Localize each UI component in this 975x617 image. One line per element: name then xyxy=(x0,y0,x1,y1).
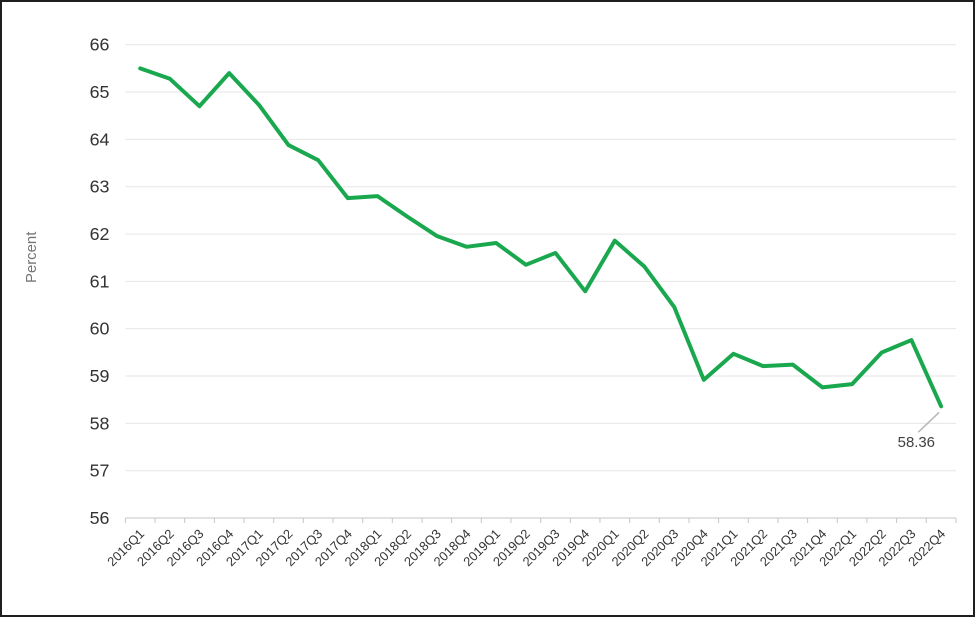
y-tick-label: 59 xyxy=(90,366,110,386)
y-tick-label: 65 xyxy=(90,82,110,102)
annotation-leader-line xyxy=(917,411,940,433)
y-axis-title: Percent xyxy=(24,231,40,283)
y-tick-label: 64 xyxy=(90,129,110,149)
y-tick-label: 61 xyxy=(90,271,110,291)
y-tick-label: 57 xyxy=(90,461,110,481)
y-tick-label: 66 xyxy=(90,35,110,55)
y-tick-label: 60 xyxy=(90,319,110,339)
y-tick-label: 56 xyxy=(90,508,110,528)
last-value-label: 58.36 xyxy=(898,435,935,451)
y-tick-label: 58 xyxy=(90,413,110,433)
series-line[interactable] xyxy=(138,66,944,409)
y-tick-label: 62 xyxy=(90,224,110,244)
y-tick-label: 63 xyxy=(90,177,110,197)
